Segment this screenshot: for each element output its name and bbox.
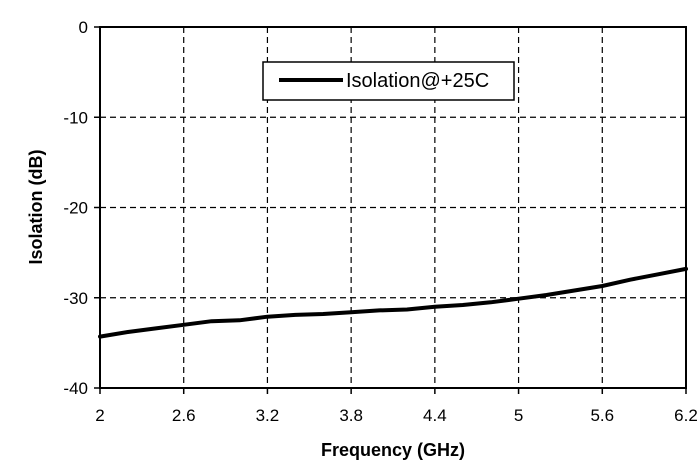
- y-axis-label: Isolation (dB): [26, 150, 46, 265]
- plot-frame: [94, 26, 687, 394]
- series-layer: [98, 266, 688, 339]
- legend-label: Isolation@+25C: [346, 70, 489, 92]
- x-tick-label: 5: [514, 406, 523, 425]
- y-tick-label: -30: [63, 289, 88, 308]
- tick-labels: 2 2.6 3.2 3.8 4.4 5 5.6 6.2 0 -10 -20 -30 -40: [63, 18, 697, 425]
- y-tick-label: -20: [63, 199, 88, 218]
- x-tick-label: 2: [95, 406, 104, 425]
- x-tick-label: 2.6: [172, 406, 196, 425]
- x-tick-label: 5.6: [590, 406, 614, 425]
- y-tick-label: -40: [63, 379, 88, 398]
- x-axis-label: Frequency (GHz): [321, 440, 465, 460]
- x-tick-label: 3.2: [256, 406, 280, 425]
- y-tick-label: 0: [79, 18, 88, 37]
- x-tick-label: 4.4: [423, 406, 447, 425]
- series-line-isolation: [98, 266, 688, 339]
- x-tick-label: 3.8: [339, 406, 363, 425]
- legend: Isolation@+25C: [262, 61, 515, 101]
- x-tick-label: 6.2: [674, 406, 698, 425]
- plot-area-border: [99, 26, 687, 389]
- y-tick-label: -10: [63, 108, 88, 127]
